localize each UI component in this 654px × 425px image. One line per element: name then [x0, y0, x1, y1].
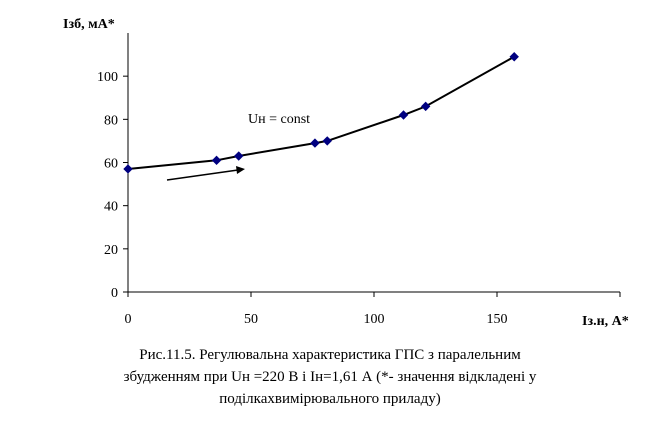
caption-line-2: збудженням при Uн =220 В і Iн=1,61 А (*-…: [123, 369, 537, 385]
data-point: [420, 101, 431, 112]
y-tick-label: 60: [104, 157, 118, 172]
data-point: [123, 164, 133, 174]
y-tick-label: 100: [97, 70, 118, 85]
data-point: [398, 110, 409, 120]
caption-line-1: Рис.11.5. Регулювальна характеристика ГП…: [139, 347, 521, 363]
x-axis-label: Iз.н, А*: [582, 314, 629, 329]
series: [123, 52, 519, 174]
annotation-label: Uн = const: [248, 112, 310, 127]
y-tick-label: 40: [104, 200, 118, 215]
series-line: [127, 55, 515, 170]
arrow-shaft: [166, 169, 239, 181]
x-tick-label: 50: [244, 312, 258, 327]
ticks: 0 20 40 60 80 100 0 50 100 150: [97, 70, 621, 327]
x-tick-label: 0: [125, 312, 132, 327]
data-point: [211, 155, 222, 166]
data-point: [233, 151, 244, 161]
y-tick-label: 80: [104, 113, 118, 128]
figure-caption: Рис.11.5. Регулювальна характеристика ГП…: [60, 344, 600, 410]
y-tick-label: 20: [104, 243, 118, 258]
x-tick-label: 150: [487, 312, 508, 327]
y-axis-label: Iзб, мА*: [63, 17, 115, 32]
x-tick-label: 100: [364, 312, 385, 327]
arrow-head: [236, 166, 245, 174]
data-point: [310, 138, 320, 148]
caption-line-3: поділкахвимірювального приладу): [219, 391, 441, 407]
direction-arrow: [166, 166, 245, 181]
y-tick-label: 0: [111, 286, 118, 301]
data-point: [509, 52, 519, 62]
data-point: [322, 136, 332, 146]
